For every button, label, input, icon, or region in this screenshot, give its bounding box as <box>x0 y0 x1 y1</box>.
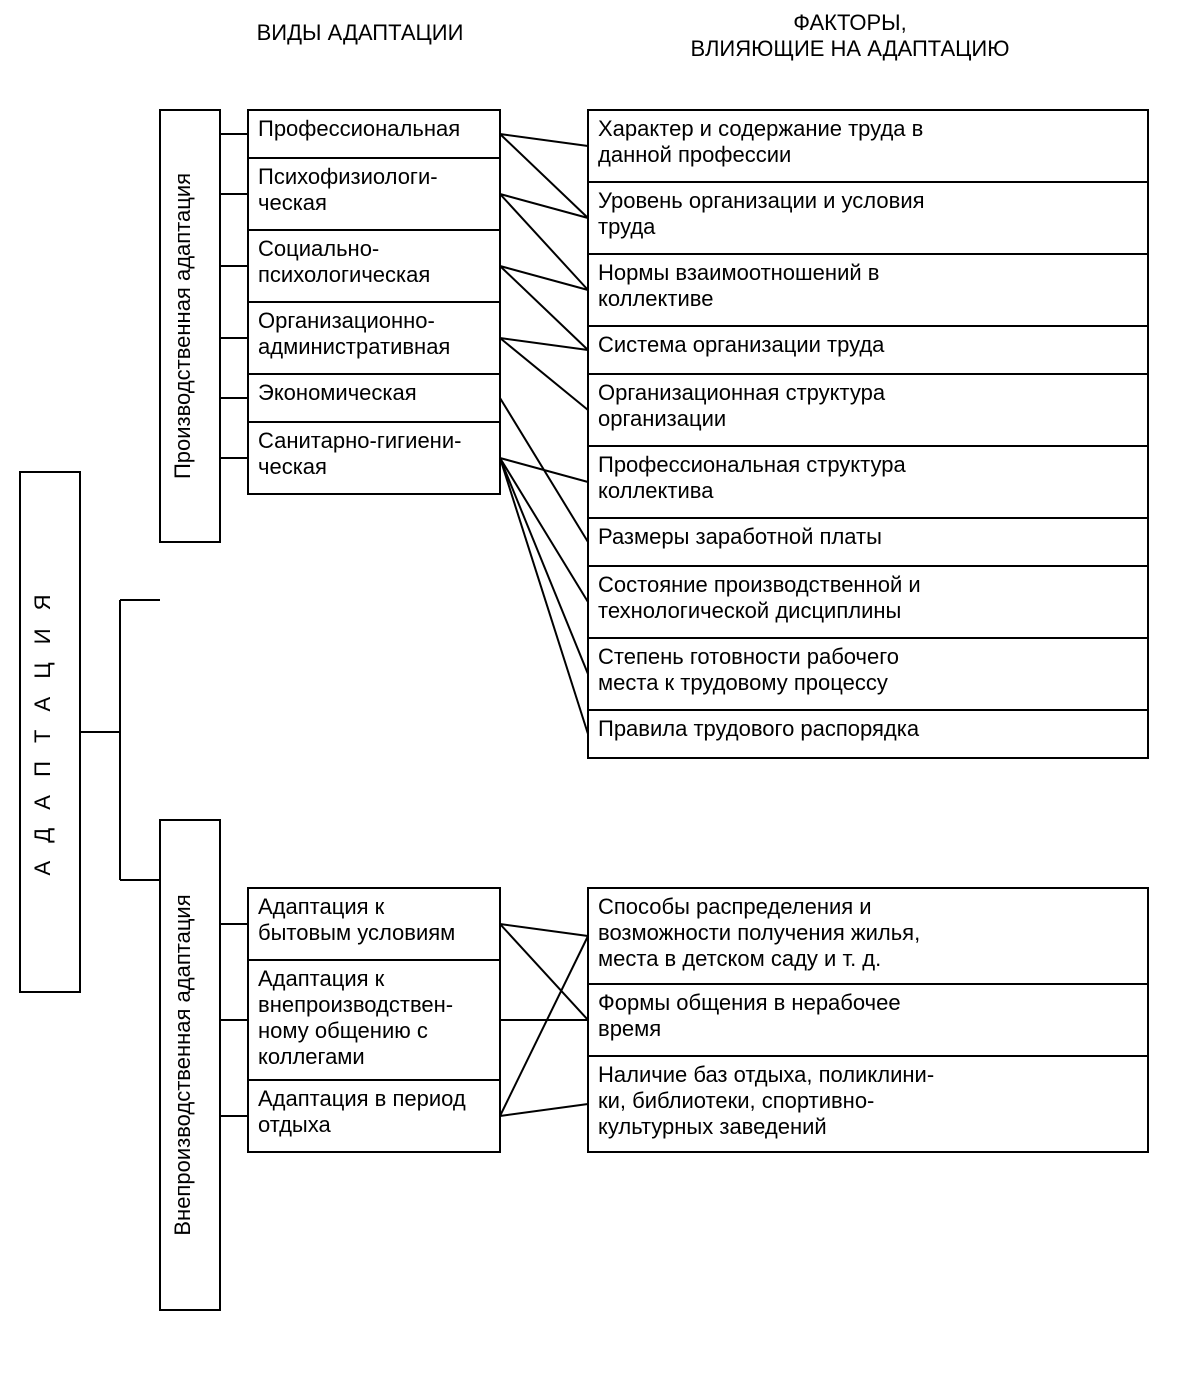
factor-prod-3: Система организации труда <box>598 332 885 357</box>
factor-prod-8: Степень готовности рабочегоместа к трудо… <box>598 644 899 695</box>
factor-prod-9: Правила трудового распорядка <box>598 716 920 741</box>
type-prod-3: Организационно-административная <box>258 308 450 359</box>
adaptation-diagram: ВИДЫ АДАПТАЦИИ ФАКТОРЫ,ВЛИЯЮЩИЕ НА АДАПТА… <box>0 0 1188 1383</box>
category-label-nonprod: Внепроизводственная адаптация <box>170 894 195 1235</box>
category-label-prod: Производственная адаптация <box>170 173 195 479</box>
type-prod-4: Экономическая <box>258 380 417 405</box>
header-types: ВИДЫ АДАПТАЦИИ <box>257 20 464 45</box>
root-label: А Д А П Т А Ц И Я <box>30 588 55 875</box>
type-prod-0: Профессиональная <box>258 116 460 141</box>
factor-prod-7: Состояние производственной итехнологичес… <box>598 572 921 623</box>
header-factors: ФАКТОРЫ,ВЛИЯЮЩИЕ НА АДАПТАЦИЮ <box>691 10 1010 61</box>
factor-prod-6: Размеры заработной платы <box>598 524 882 549</box>
